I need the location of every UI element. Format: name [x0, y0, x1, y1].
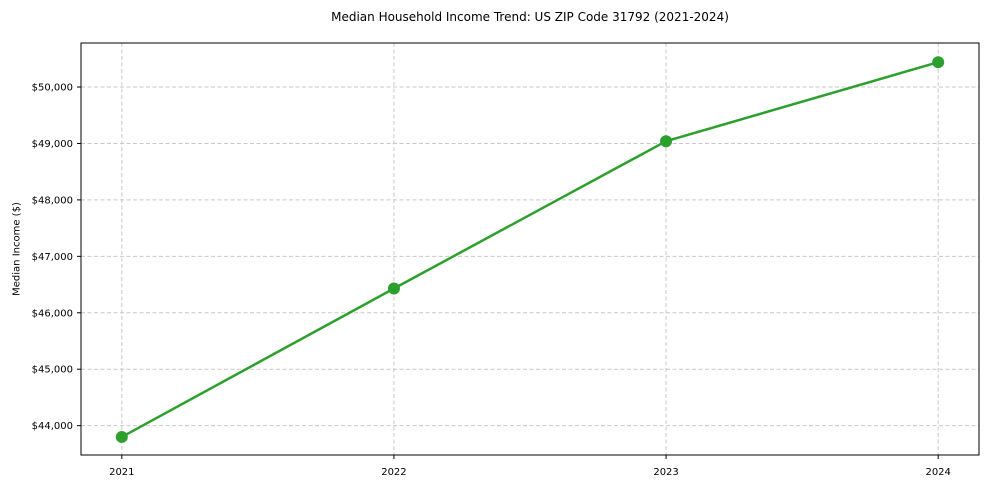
y-tick-label: $47,000 — [32, 252, 73, 263]
data-point-marker — [660, 135, 673, 148]
data-point-marker — [387, 282, 400, 295]
x-tick-label: 2024 — [925, 467, 950, 478]
data-point-marker — [932, 56, 945, 69]
y-tick-label: $48,000 — [32, 195, 73, 206]
income-trend-line — [120, 60, 940, 439]
x-tick-label: 2022 — [381, 467, 406, 478]
x-tick-label: 2021 — [109, 467, 134, 478]
x-tick-label: 2023 — [653, 467, 678, 478]
y-tick-label: $45,000 — [32, 365, 73, 376]
data-point-marker — [115, 430, 128, 443]
y-tick-label: $50,000 — [32, 83, 73, 94]
y-tick-label: $49,000 — [32, 139, 73, 150]
y-tick-label: $46,000 — [32, 308, 73, 319]
y-tick-label: $44,000 — [32, 421, 73, 432]
plot-border — [80, 42, 980, 456]
chart-title: Median Household Income Trend: US ZIP Co… — [331, 10, 729, 24]
